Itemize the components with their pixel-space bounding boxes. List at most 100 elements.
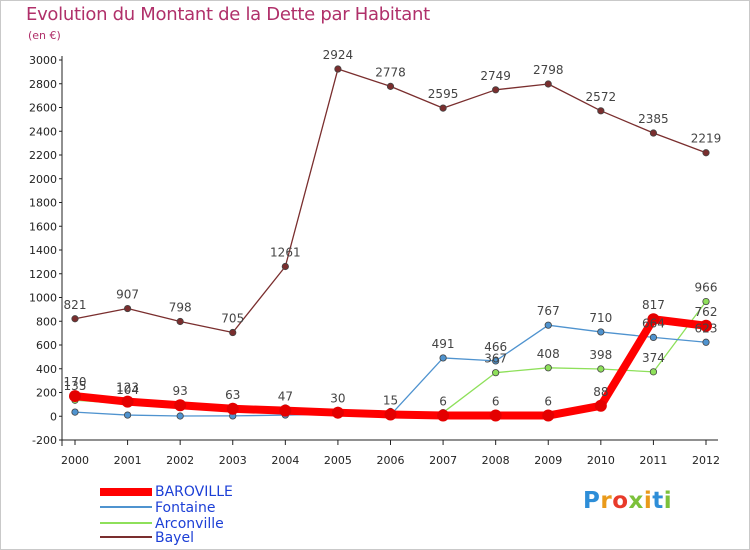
y-tick-label: 600: [36, 339, 57, 352]
data-point: [229, 328, 237, 337]
data-label: 6: [439, 395, 447, 409]
data-point: [71, 315, 79, 323]
x-tick-label: 2004: [271, 454, 299, 467]
data-label: 374: [642, 351, 665, 365]
y-tick-label: -200: [32, 434, 57, 447]
data-point: [594, 399, 607, 412]
chart-unit-label: (en €): [28, 29, 61, 42]
data-label: 30: [330, 392, 345, 406]
data-label: 664: [642, 316, 665, 330]
logo-letter: i: [663, 488, 673, 514]
data-label: 2778: [375, 65, 406, 79]
data-point: [121, 395, 134, 408]
legend-label-baroville: BAROVILLE: [155, 484, 233, 500]
data-point: [544, 364, 552, 372]
y-tick-label: 2200: [29, 149, 57, 162]
data-point: [226, 402, 239, 415]
data-label: 2924: [323, 48, 354, 62]
y-tick-label: 1600: [29, 220, 57, 233]
x-tick-label: 2006: [377, 454, 405, 467]
data-label: 817: [642, 298, 665, 312]
data-point: [331, 406, 344, 419]
data-label: 135: [64, 379, 87, 393]
data-point: [384, 408, 397, 421]
data-point: [281, 262, 289, 271]
data-label: 6: [492, 395, 500, 409]
y-tick-label: 200: [36, 387, 57, 400]
data-label: 6: [544, 395, 552, 409]
data-point: [492, 369, 500, 377]
data-point: [439, 354, 447, 362]
logo-letter: o: [612, 488, 629, 514]
legend-swatch-bayel: [100, 536, 152, 538]
legend-swatch-fontaine: [100, 506, 152, 508]
data-point: [123, 411, 132, 419]
data-label: 2749: [480, 69, 511, 83]
y-tick-label: 400: [36, 363, 57, 376]
data-label: 798: [169, 300, 192, 314]
y-tick-label: 2600: [29, 102, 57, 115]
x-tick-label: 2001: [114, 454, 142, 467]
data-point: [71, 408, 79, 416]
data-point: [174, 399, 187, 412]
y-tick-label: 1400: [29, 244, 57, 257]
data-point: [492, 86, 500, 94]
data-label: 2595: [428, 87, 459, 101]
data-label: 966: [695, 281, 718, 295]
data-point: [489, 409, 502, 422]
y-tick-label: 0: [50, 410, 57, 423]
data-point: [702, 297, 710, 306]
series-bayel: [71, 65, 710, 337]
data-point: [123, 304, 132, 313]
y-tick-label: 2000: [29, 173, 57, 186]
y-tick-label: 2800: [29, 78, 57, 91]
data-point: [647, 313, 660, 326]
data-label: 123: [116, 381, 139, 395]
data-label: 762: [695, 305, 718, 319]
data-label: 907: [116, 288, 139, 302]
data-label: 170: [64, 375, 87, 389]
x-tick-label: 2005: [324, 454, 352, 467]
logo-letter: x: [628, 488, 644, 514]
chart-title: Evolution du Montant de la Dette par Hab…: [26, 4, 430, 25]
y-tick-label: 2400: [29, 125, 57, 138]
data-point: [649, 333, 658, 341]
legend-label-arconville: Arconville: [155, 516, 224, 532]
logo-letter: P: [583, 488, 601, 514]
series-line-bayel: [74, 68, 707, 334]
data-label: 104: [116, 383, 139, 397]
series-layer: [69, 65, 712, 422]
legend-label-fontaine: Fontaine: [155, 500, 216, 516]
data-point: [542, 409, 555, 422]
data-point: [176, 317, 184, 326]
data-point: [702, 149, 710, 157]
x-tick-label: 2002: [166, 454, 194, 467]
data-label: 408: [537, 347, 560, 361]
data-label: 710: [589, 311, 612, 325]
x-tick-label: 2010: [587, 454, 615, 467]
logo-letter: t: [652, 488, 664, 514]
y-tick-label: 1800: [29, 197, 57, 210]
data-label: 2572: [586, 90, 617, 104]
y-tick-label: 3000: [29, 54, 57, 67]
data-point: [437, 409, 450, 422]
data-point: [492, 357, 500, 365]
data-point: [386, 82, 395, 90]
data-point: [544, 321, 552, 329]
x-tick-label: 2012: [692, 454, 720, 467]
data-label: 767: [537, 304, 560, 318]
legend-label-bayel: Bayel: [155, 530, 194, 546]
data-point: [649, 368, 658, 376]
data-label: 2798: [533, 63, 564, 77]
data-label: 93: [173, 384, 188, 398]
data-label: 2219: [691, 132, 722, 146]
legend-swatch-arconville: [100, 522, 152, 524]
data-point: [69, 390, 81, 403]
logo-letter: i: [643, 488, 653, 514]
data-label: 63: [225, 388, 240, 402]
x-tick-label: 2009: [534, 454, 562, 467]
data-point: [597, 365, 605, 373]
x-tick-label: 2011: [639, 454, 667, 467]
data-label: 15: [383, 393, 398, 407]
